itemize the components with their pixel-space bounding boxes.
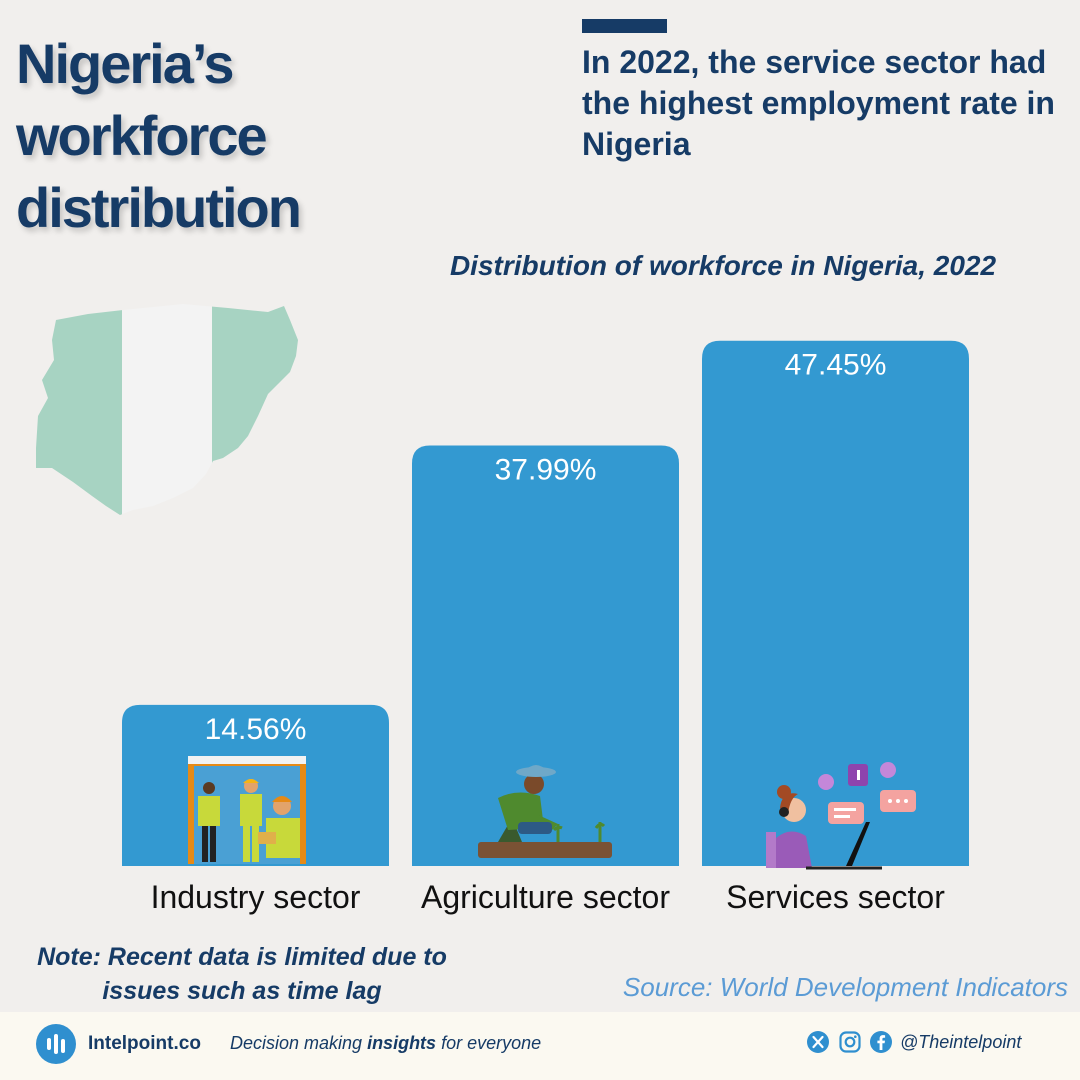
nigeria-flag-map-icon [36,304,298,515]
page-title: Nigeria’s workforce distribution [16,28,376,244]
bar-2 [412,445,679,866]
social-handle: @Theintelpoint [900,1032,1022,1052]
headline-accent-bar [582,19,667,33]
bar-value-label-3: 47.45% [785,349,887,382]
bar-value-label-1: 14.56% [205,713,307,746]
category-label-3: Services sector [726,879,945,915]
tagline: Decision making insights for everyone [230,1033,541,1054]
title-line-2: workforce [16,104,268,167]
chart-title: Distribution of workforce in Nigeria, 20… [449,250,997,281]
headline: In 2022, the service sector had the high… [582,44,1055,162]
tagline-start: Decision making [230,1033,368,1053]
x-icon[interactable] [806,1030,830,1054]
bar-value-label-2: 37.99% [495,453,597,486]
construction-workers-icon [188,756,306,864]
category-label-2: Agriculture sector [421,879,670,915]
facebook-icon[interactable] [869,1030,893,1054]
customer-service-agent-icon [766,762,916,870]
data-note: Note: Recent data is limited due to issu… [37,943,447,1005]
title-line-3: distribution [16,176,302,239]
farmer-planting-icon [478,765,612,858]
footer-bar: Intelpoint.co Decision making insights f… [0,1012,1080,1080]
source-citation: Source: World Development Indicators [622,972,1068,1002]
brand-name: Intelpoint.co [88,1033,201,1054]
category-label-1: Industry sector [151,879,361,915]
bar-chart: 14.56% Industry sector 37.99% Agriculture … [122,340,969,915]
tagline-emphasis: insights [367,1033,437,1053]
instagram-icon[interactable] [838,1030,862,1054]
title-line-1: Nigeria’s [16,32,234,95]
intelpoint-logo-icon [36,1024,76,1064]
tagline-end: for everyone [436,1033,542,1053]
bar-3 [702,340,969,866]
